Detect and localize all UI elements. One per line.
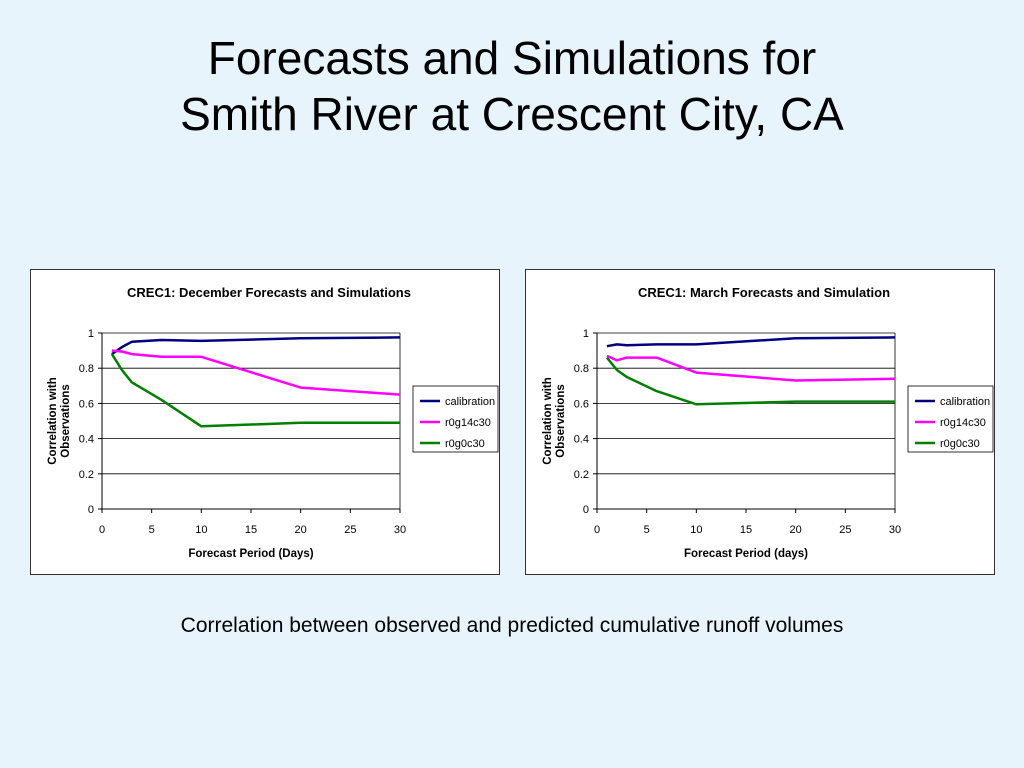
march-chart-svg: CREC1: March Forecasts and Simulation 0 0.… — [542, 285, 994, 560]
mar-title: CREC1: March Forecasts and Simulation — [638, 285, 890, 300]
december-chart-svg: CREC1: December Forecasts and Simulation… — [47, 285, 499, 560]
mar-legend-label: r0g0c30 — [940, 438, 980, 450]
dec-y-tick-label: 0 — [88, 504, 94, 516]
mar-y-tick-label: 0.4 — [574, 434, 589, 446]
dec-y-axis-label: Correlation withObservations — [47, 377, 72, 465]
mar-legend-label: calibration — [940, 396, 990, 408]
dec-x-tick-label: 10 — [195, 524, 207, 536]
mar-y-tick-label: 0.6 — [574, 398, 589, 410]
mar-x-tick-label: 0 — [594, 524, 600, 536]
mar-x-tick-label: 5 — [644, 524, 650, 536]
mar-x-tick-label: 30 — [889, 524, 901, 536]
dec-series-line-r0g0c30 — [110, 353, 400, 428]
dec-y-tick-label: 0.6 — [79, 398, 94, 410]
dec-legend — [412, 385, 499, 453]
dec-y-tick-label: 0.8 — [79, 363, 94, 375]
dec-y-tick-label: 0.2 — [79, 469, 94, 481]
mar-x-tick-label: 15 — [740, 524, 752, 536]
mar-series-line-r0g0c30 — [605, 356, 895, 406]
dec-x-tick-label: 30 — [394, 524, 406, 536]
dec-y-tick-label: 1 — [88, 328, 94, 340]
december-chart: CREC1: December Forecasts and Simulation… — [30, 269, 500, 575]
dec-x-tick-label: 25 — [344, 524, 356, 536]
mar-y-tick-label: 1 — [583, 328, 589, 340]
slide-title-line-2: Smith River at Crescent City, CA — [180, 88, 844, 140]
mar-y-axis-label: Correlation withObservations — [542, 377, 567, 465]
mar-x-axis-label: Forecast Period (days) — [684, 548, 808, 560]
dec-legend-label: calibration — [445, 396, 495, 408]
dec-legend-label: r0g0c30 — [445, 438, 485, 450]
mar-legend-label: r0g14c30 — [940, 417, 986, 429]
slide-title: Forecasts and Simulations for Smith Rive… — [0, 30, 1024, 142]
dec-x-tick-label: 20 — [295, 524, 307, 536]
mar-series-line-calibration — [606, 336, 896, 348]
mar-y-tick-label: 0.2 — [574, 469, 589, 481]
mar-x-tick-label: 25 — [839, 524, 851, 536]
slide-caption: Correlation between observed and predict… — [180, 614, 844, 637]
mar-y-tick-label: 0.8 — [574, 363, 589, 375]
dec-series-line-r0g14c30 — [111, 349, 401, 396]
march-chart: CREC1: March Forecasts and Simulation 0 0.… — [525, 269, 995, 575]
dec-legend-label: r0g14c30 — [445, 417, 491, 429]
slide-title-line-1: Forecasts and Simulations for — [207, 32, 817, 84]
dec-title: CREC1: December Forecasts and Simulation… — [127, 285, 411, 300]
dec-x-tick-label: 5 — [149, 524, 155, 536]
mar-y-tick-label: 0 — [583, 504, 589, 516]
dec-x-tick-label: 15 — [245, 524, 257, 536]
mar-x-tick-label: 20 — [790, 524, 802, 536]
mar-x-tick-label: 10 — [690, 524, 702, 536]
dec-series-line-calibration — [111, 336, 401, 356]
mar-series-line-r0g14c30 — [606, 354, 896, 382]
dec-x-axis-label: Forecast Period (Days) — [188, 548, 313, 560]
dec-y-tick-label: 0.4 — [79, 434, 94, 446]
dec-x-tick-label: 0 — [99, 524, 105, 536]
mar-legend — [907, 385, 994, 453]
